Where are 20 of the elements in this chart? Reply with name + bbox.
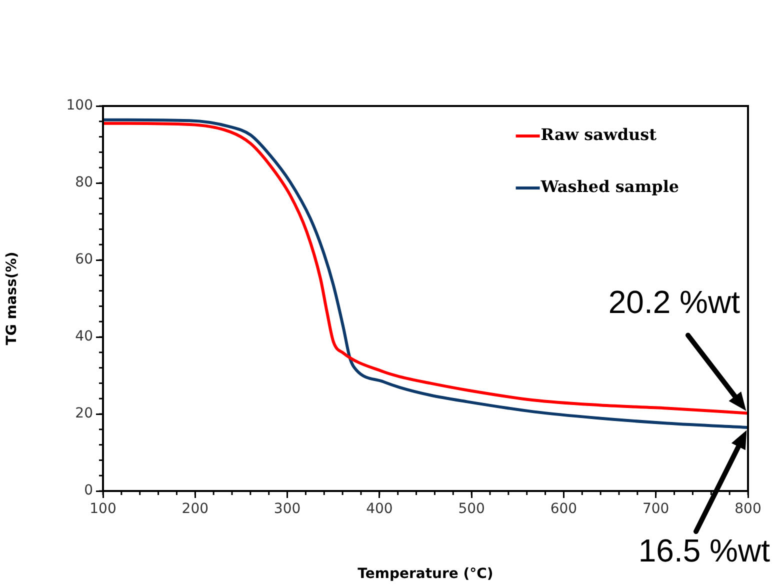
text: 16.5 %wt [638, 532, 770, 568]
x-tick-label: 700 [642, 501, 670, 518]
y-tick-label: 100 [66, 98, 93, 114]
y-tick-label: 20 [75, 406, 93, 422]
legend-label: Raw sawdust [540, 125, 658, 144]
x-tick-label: 400 [366, 501, 393, 518]
x-tick-label: 300 [274, 501, 301, 518]
x-tick-label: 600 [550, 501, 578, 518]
y-tick-label: 0 [84, 482, 93, 499]
annotation: 20.2 %wt [608, 284, 740, 320]
y-tick-label: 60 [75, 252, 93, 268]
y-tick-label: 80 [75, 174, 93, 191]
x-tick-label: 100 [90, 501, 116, 518]
y-axis-title: TG mass(%) [4, 252, 20, 346]
y-tick-label: 40 [75, 328, 93, 345]
x-tick-label: 800 [734, 501, 762, 518]
x-tick-label: 500 [458, 501, 485, 518]
x-axis-title: Temperature (°C) [358, 566, 494, 582]
legend-label: Washed sample [540, 177, 680, 196]
x-tick-label: 200 [182, 501, 209, 518]
